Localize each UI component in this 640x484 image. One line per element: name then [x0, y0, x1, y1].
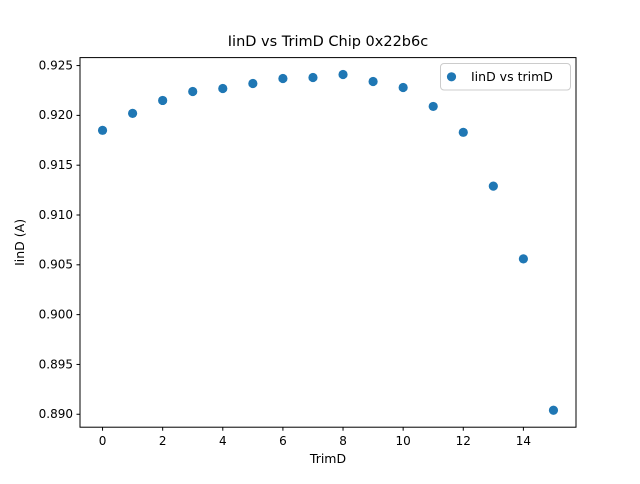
- data-point: [218, 83, 228, 94]
- y-axis-label: IinD (A): [12, 219, 27, 266]
- x-tick-label: 10: [396, 434, 411, 448]
- y-tick-label: 0.900: [39, 307, 73, 321]
- plot-area: [79, 57, 577, 428]
- data-point: [518, 254, 528, 264]
- y-tick-label: 0.925: [39, 58, 73, 72]
- x-tick-label: 6: [279, 434, 287, 448]
- data-point: [458, 127, 468, 137]
- x-axis-label: TrimD: [309, 451, 346, 466]
- data-point: [188, 86, 198, 97]
- y-tick-label: 0.895: [39, 357, 73, 371]
- y-axis-ticks: 0.890 0.895 0.900 0.905 0.910 0.915 0.920 0.925: [39, 58, 80, 421]
- legend-label: IinD vs trimD: [471, 69, 553, 84]
- data-point: [428, 101, 438, 112]
- x-tick-label: 8: [339, 434, 347, 448]
- data-point: [158, 95, 168, 106]
- y-tick-label: 0.915: [39, 158, 73, 172]
- data-point: [548, 405, 559, 415]
- data-point: [368, 76, 378, 87]
- x-tick-label: 12: [456, 434, 471, 448]
- x-tick-label: 4: [219, 434, 227, 448]
- x-tick-label: 0: [99, 434, 107, 448]
- legend-box: [440, 63, 571, 91]
- y-tick-label: 0.890: [39, 407, 73, 421]
- x-tick-label: 14: [516, 434, 531, 448]
- data-point: [338, 69, 348, 80]
- x-axis-ticks: 0 2 4 6 8 10 12 14: [99, 427, 531, 448]
- legend-marker-icon: [446, 72, 457, 82]
- data-point: [398, 82, 408, 93]
- scatter-points: [97, 69, 559, 415]
- legend: IinD vs trimD: [440, 63, 571, 91]
- x-tick-label: 2: [159, 434, 167, 448]
- y-tick-label: 0.905: [39, 258, 73, 272]
- data-point: [278, 73, 288, 84]
- y-tick-label: 0.920: [39, 108, 73, 122]
- data-point: [308, 72, 318, 83]
- data-point: [97, 125, 108, 135]
- data-point: [488, 181, 498, 191]
- data-point: [248, 78, 258, 89]
- data-point: [128, 108, 138, 118]
- chart-title: IinD vs TrimD Chip 0x22b6c: [228, 34, 428, 50]
- y-tick-label: 0.910: [39, 208, 73, 222]
